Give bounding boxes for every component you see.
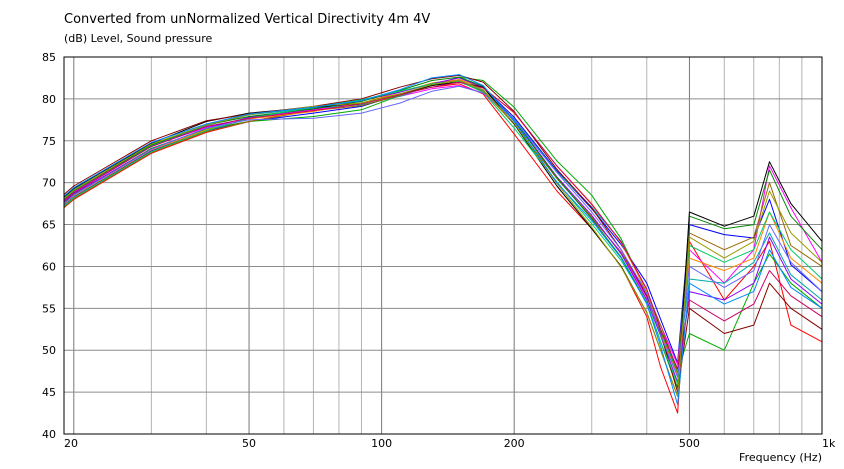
y-tick-label: 70 — [42, 177, 56, 190]
series-line-15 — [63, 80, 823, 397]
y-axis-label: (dB) Level, Sound pressure — [64, 32, 213, 45]
series-line-5 — [63, 81, 823, 372]
series-line-11 — [63, 74, 823, 393]
y-tick-label: 50 — [42, 344, 56, 357]
x-tick-label: 200 — [504, 437, 525, 450]
plot-frame — [63, 56, 823, 435]
series-line-13 — [63, 85, 823, 378]
series-line-14 — [63, 81, 823, 370]
series-line-6 — [63, 80, 823, 372]
series-line-10 — [63, 81, 823, 397]
x-tick-label: 1k — [822, 437, 836, 450]
series-line-9 — [63, 76, 823, 389]
tick-labels: 40 45 50 55 60 65 70 75 80 85 20 50 100 200 500 1k — [42, 51, 836, 450]
x-axis-label: Frequency (Hz) — [739, 451, 822, 464]
y-tick-label: 45 — [42, 386, 56, 399]
x-tick-label: 100 — [371, 437, 392, 450]
y-tick-label: 60 — [42, 260, 56, 273]
series-line-16 — [63, 74, 823, 406]
series-line-12 — [63, 80, 823, 385]
series-line-2 — [63, 79, 823, 364]
x-tick-label: 500 — [679, 437, 700, 450]
y-tick-label: 65 — [42, 219, 56, 232]
y-tick-label: 85 — [42, 51, 56, 64]
y-tick-label: 80 — [42, 93, 56, 106]
series-group — [63, 74, 823, 414]
chart-title: Converted from unNormalized Vertical Dir… — [64, 12, 431, 27]
x-tick-label: 50 — [242, 437, 256, 450]
y-tick-label: 55 — [42, 302, 56, 315]
series-line-7 — [63, 79, 823, 376]
y-tick-label: 40 — [42, 428, 56, 441]
grid — [64, 56, 822, 435]
y-tick-label: 75 — [42, 135, 56, 148]
x-tick-label: 20 — [64, 437, 78, 450]
